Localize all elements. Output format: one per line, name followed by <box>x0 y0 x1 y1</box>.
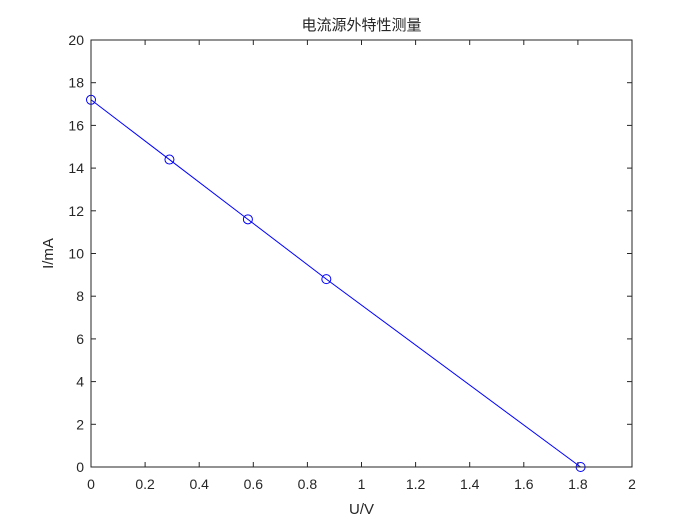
y-axis-label: I/mA <box>40 238 57 269</box>
x-tick-label: 1.8 <box>568 476 588 492</box>
axes-box <box>90 39 633 468</box>
x-tick-label: 2 <box>628 476 636 492</box>
x-tick-label: 1 <box>358 476 366 492</box>
data-point <box>164 154 175 165</box>
data-point <box>321 274 332 285</box>
x-tick-label: 1.6 <box>514 476 534 492</box>
x-tick-label: 0.6 <box>244 476 264 492</box>
y-tick-label: 16 <box>68 117 84 133</box>
y-tick-label: 4 <box>76 374 84 390</box>
x-tick-label: 0.8 <box>298 476 318 492</box>
y-tick-label: 18 <box>68 75 84 91</box>
y-tick-label: 20 <box>68 32 84 48</box>
x-tick-label: 1.4 <box>460 476 480 492</box>
x-tick-label: 0.4 <box>189 476 209 492</box>
x-tick-label: 1.2 <box>406 476 426 492</box>
chart-title: 电流源外特性测量 <box>301 16 421 34</box>
x-tick-label: 0 <box>87 476 95 492</box>
y-tick-label: 10 <box>68 246 84 262</box>
y-tick-label: 6 <box>76 331 84 347</box>
x-tick-label: 0.2 <box>135 476 155 492</box>
y-tick-label: 2 <box>76 416 84 432</box>
y-tick-label: 14 <box>68 160 84 176</box>
y-tick-label: 12 <box>68 203 84 219</box>
x-axis-label: U/V <box>349 501 374 518</box>
y-tick-label: 0 <box>76 459 84 475</box>
series-line <box>90 99 581 468</box>
plot-area <box>91 40 632 467</box>
y-tick-label: 8 <box>76 288 84 304</box>
ticks-layer: 0 0.2 0.4 0.6 0.8 1 1.2 1.4 1.6 1.8 20246810121416… <box>68 32 636 492</box>
data-point <box>242 214 253 225</box>
